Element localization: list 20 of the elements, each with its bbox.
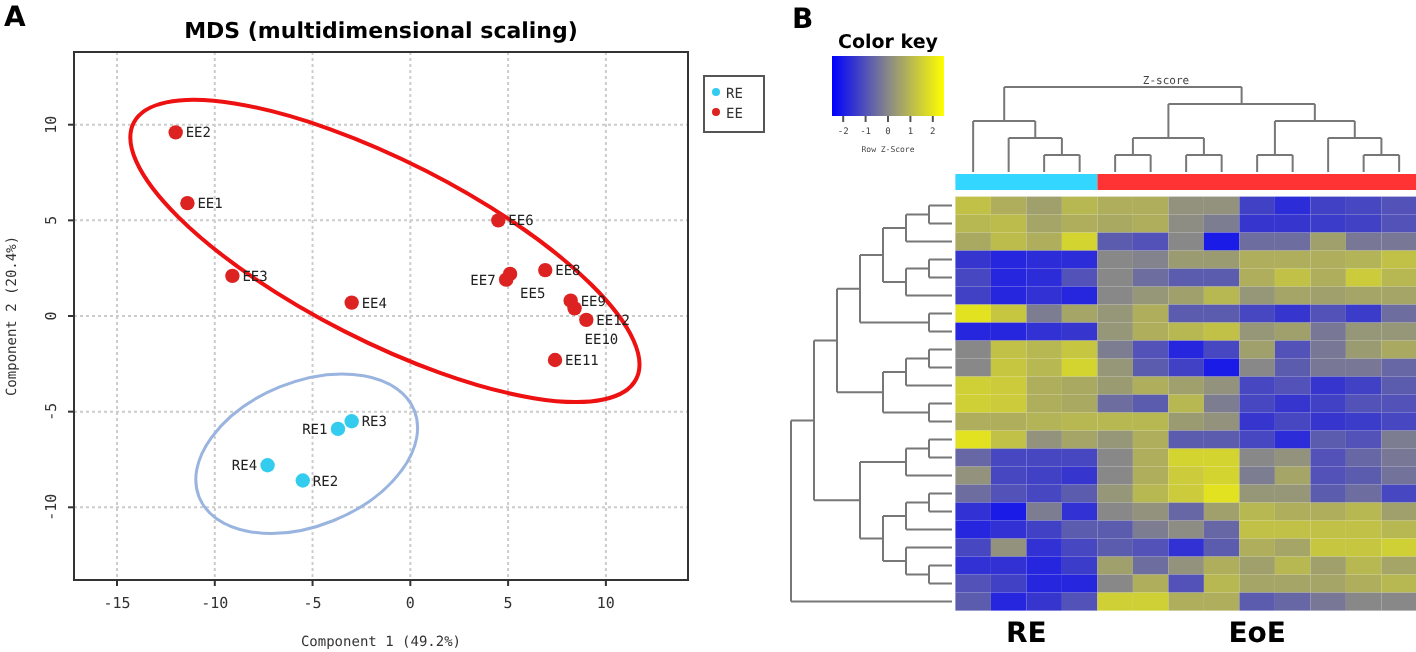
point (225, 268, 240, 284)
point (168, 125, 183, 140)
text: RE (1006, 618, 1047, 650)
point (180, 195, 195, 211)
point (547, 352, 563, 368)
point (344, 414, 359, 429)
point (498, 272, 514, 287)
point (567, 301, 582, 316)
point (330, 421, 346, 437)
point (344, 295, 359, 310)
chart-title: MDS (multidimensional scaling) (184, 18, 578, 44)
point (260, 458, 275, 473)
point (579, 312, 594, 328)
text: B (792, 4, 814, 36)
legend-title: Color key (838, 32, 940, 54)
point (295, 473, 310, 488)
text: EoE (1228, 618, 1286, 650)
point (491, 213, 506, 228)
point (538, 262, 553, 278)
text: A (4, 2, 26, 34)
